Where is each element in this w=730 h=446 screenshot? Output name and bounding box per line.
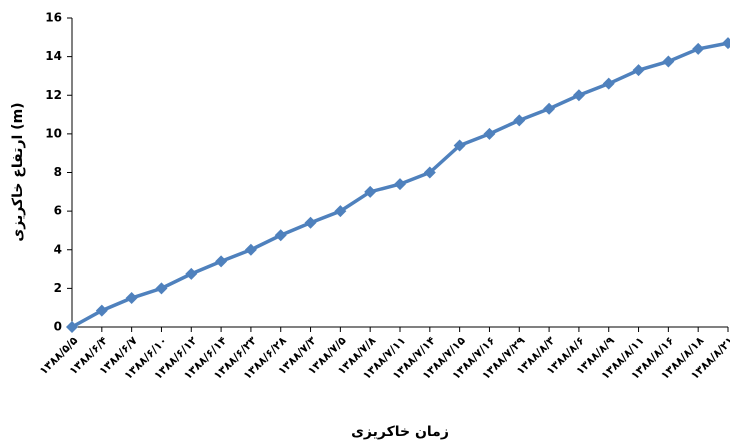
marker — [304, 216, 317, 229]
marker — [364, 185, 377, 198]
marker — [572, 89, 585, 102]
marker — [453, 139, 466, 152]
y-tick-label: 12 — [45, 88, 62, 102]
marker — [274, 229, 287, 242]
y-tick-label: 0 — [54, 320, 62, 334]
marker — [543, 102, 556, 115]
marker — [602, 77, 615, 90]
marker — [394, 178, 406, 191]
marker — [125, 292, 138, 305]
marker — [155, 282, 168, 295]
y-tick-label: 16 — [45, 11, 62, 25]
y-tick-label: 2 — [54, 281, 62, 295]
marker — [632, 64, 645, 77]
y-tick-label: 14 — [45, 49, 62, 63]
marker — [334, 205, 347, 218]
y-tick-label: 8 — [54, 165, 62, 179]
marker — [692, 42, 705, 55]
x-axis-title: زمان خاکریزی — [351, 424, 449, 440]
y-tick-label: 4 — [54, 242, 62, 256]
marker — [483, 127, 496, 140]
marker — [95, 304, 108, 317]
y-tick-label: 6 — [54, 204, 62, 218]
y-tick-label: 10 — [45, 126, 62, 140]
marker — [244, 243, 257, 256]
y-axis-title: ارتفاع خاکریزی (m) — [10, 102, 26, 241]
marker — [215, 255, 228, 268]
marker — [423, 166, 436, 179]
marker — [66, 321, 78, 333]
marker — [722, 37, 730, 50]
marker — [662, 55, 675, 68]
marker — [513, 114, 526, 127]
marker — [185, 267, 198, 280]
